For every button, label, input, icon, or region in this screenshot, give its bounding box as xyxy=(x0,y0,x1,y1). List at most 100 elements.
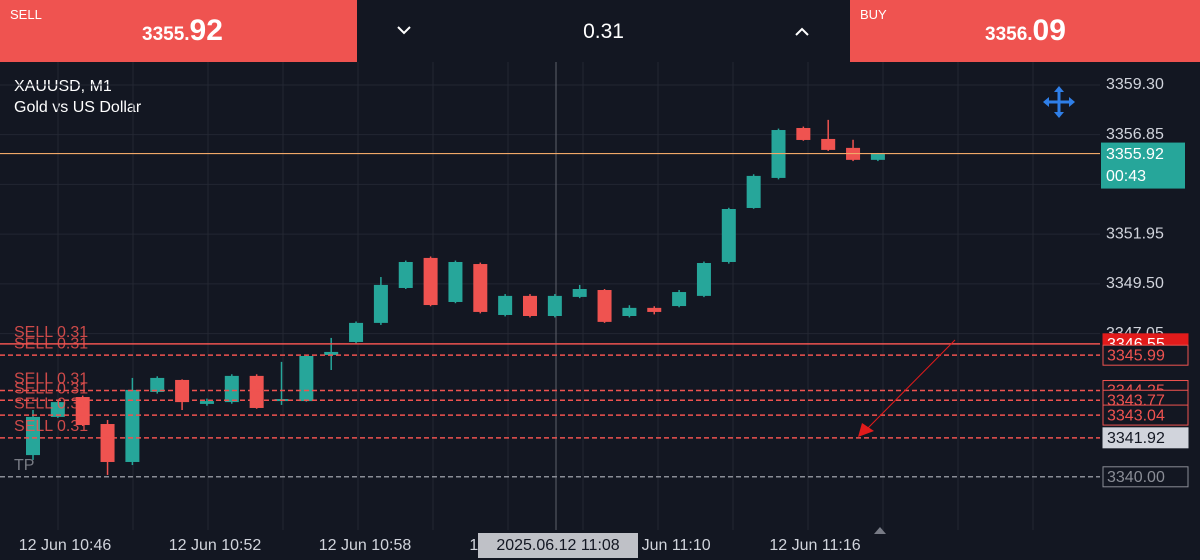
candle-body xyxy=(597,290,612,322)
buy-button[interactable]: BUY 3356.09 xyxy=(850,0,1200,62)
y-tick-label: 3356.85 xyxy=(1106,126,1164,143)
candle-body xyxy=(75,397,90,426)
increase-arrow[interactable] xyxy=(795,27,809,36)
candle xyxy=(175,379,190,411)
order-label: SELL 0.31 xyxy=(14,395,88,412)
candle-body xyxy=(175,379,190,403)
symbol-name: XAUUSD, M1 xyxy=(14,78,112,95)
sell-price-big: 92 xyxy=(189,14,223,47)
order-label: SELL 0.31 xyxy=(14,371,88,388)
order-arrow-head xyxy=(858,423,874,437)
candle xyxy=(846,139,861,162)
crosshair-label-box xyxy=(478,533,638,558)
candle xyxy=(274,361,289,405)
candle-body xyxy=(125,389,140,462)
candle xyxy=(150,376,165,394)
candle-body xyxy=(299,355,314,402)
candle xyxy=(572,284,587,299)
order-arrow xyxy=(865,339,956,431)
candle-body xyxy=(249,375,264,408)
y-tick-label: 3359.30 xyxy=(1106,76,1164,93)
candle xyxy=(597,288,612,323)
x-tick-label: 12 Jun 11:10 xyxy=(619,537,710,554)
buy-label: BUY xyxy=(860,7,887,22)
candle xyxy=(199,398,214,406)
order-price-label: 3343.04 xyxy=(1107,407,1165,424)
candle xyxy=(398,260,413,289)
candle xyxy=(249,374,264,409)
crosshair-label: 2025.06.12 11:08 xyxy=(496,537,619,554)
candle-body xyxy=(821,138,836,150)
candle xyxy=(796,126,811,141)
candle-body xyxy=(647,307,662,312)
order-price-box xyxy=(1102,404,1189,426)
order-label: TP xyxy=(14,457,34,474)
candle-body xyxy=(448,261,463,302)
candle-body xyxy=(50,402,65,417)
order-price-label: 3340.00 xyxy=(1107,469,1165,486)
candle-body xyxy=(746,175,761,208)
candle xyxy=(349,321,364,344)
chart: XAUUSD, M1 Gold vs US Dollar 3359.30 3356… xyxy=(0,62,1189,558)
symbol-description: Gold vs US Dollar xyxy=(14,99,142,116)
candle xyxy=(870,152,885,162)
order-label: SELL 0.31 xyxy=(14,418,88,435)
candle xyxy=(523,294,537,318)
candle xyxy=(373,277,388,325)
candle xyxy=(672,290,687,308)
x-tick-label: 12 Jun 11:16 xyxy=(769,537,860,554)
candle-body xyxy=(398,261,413,288)
current-price-box xyxy=(1101,142,1185,189)
order-label: SELL 0.31 xyxy=(14,324,88,341)
y-tick-label: 3351.95 xyxy=(1106,225,1164,242)
current-price-timer: 00:43 xyxy=(1106,168,1146,185)
candle-body xyxy=(224,375,239,403)
candle-body xyxy=(796,127,811,140)
candle-body xyxy=(498,295,513,315)
candle-body xyxy=(423,257,438,306)
order-label: SELL 0.31 xyxy=(14,380,88,397)
order-price-label: 3341.92 xyxy=(1107,430,1165,447)
x-tick-label: 12 Jun 10:58 xyxy=(319,537,412,554)
x-tick-label: 12 Jun 10:52 xyxy=(169,537,262,554)
candle-body xyxy=(870,153,885,160)
move-icon[interactable] xyxy=(1043,86,1075,118)
candle-body xyxy=(473,264,488,312)
current-price-label: 3355.92 xyxy=(1106,146,1164,163)
candle-body xyxy=(324,351,339,355)
volume-value[interactable]: 0.31 xyxy=(583,20,624,43)
sell-price-main: 3355. xyxy=(142,24,190,45)
candle xyxy=(100,419,115,475)
candle xyxy=(299,354,314,402)
candle xyxy=(26,410,40,460)
candle xyxy=(547,294,562,318)
decrease-arrow[interactable] xyxy=(397,26,411,35)
scroll-marker xyxy=(874,527,886,534)
y-tick-label: 3349.50 xyxy=(1106,275,1164,292)
candle-body xyxy=(523,295,537,316)
candle xyxy=(324,337,339,371)
candle-body xyxy=(547,295,562,316)
buy-price-big: 09 xyxy=(1032,14,1066,47)
candle xyxy=(423,256,438,307)
order-price-box xyxy=(1102,344,1189,366)
x-tick-label: 12 Jun 10:46 xyxy=(19,537,112,554)
candle-body xyxy=(672,292,687,307)
candle-body xyxy=(622,307,637,316)
candle xyxy=(622,305,637,318)
candle-body xyxy=(150,377,165,392)
order-label: SELL 0.31 xyxy=(14,335,88,352)
candle xyxy=(821,119,836,151)
sell-button[interactable]: SELL 3355.92 xyxy=(0,0,357,62)
candle xyxy=(721,207,736,264)
candle-body xyxy=(721,208,736,262)
candle xyxy=(498,294,513,317)
candle-body xyxy=(199,401,214,404)
candle xyxy=(647,306,662,315)
grid xyxy=(57,62,1034,530)
candle xyxy=(224,374,239,404)
order-price-label: 3345.99 xyxy=(1107,347,1165,364)
candle-body xyxy=(696,263,711,296)
candle-body xyxy=(349,322,364,342)
sell-price: 3355.92 xyxy=(142,14,223,48)
